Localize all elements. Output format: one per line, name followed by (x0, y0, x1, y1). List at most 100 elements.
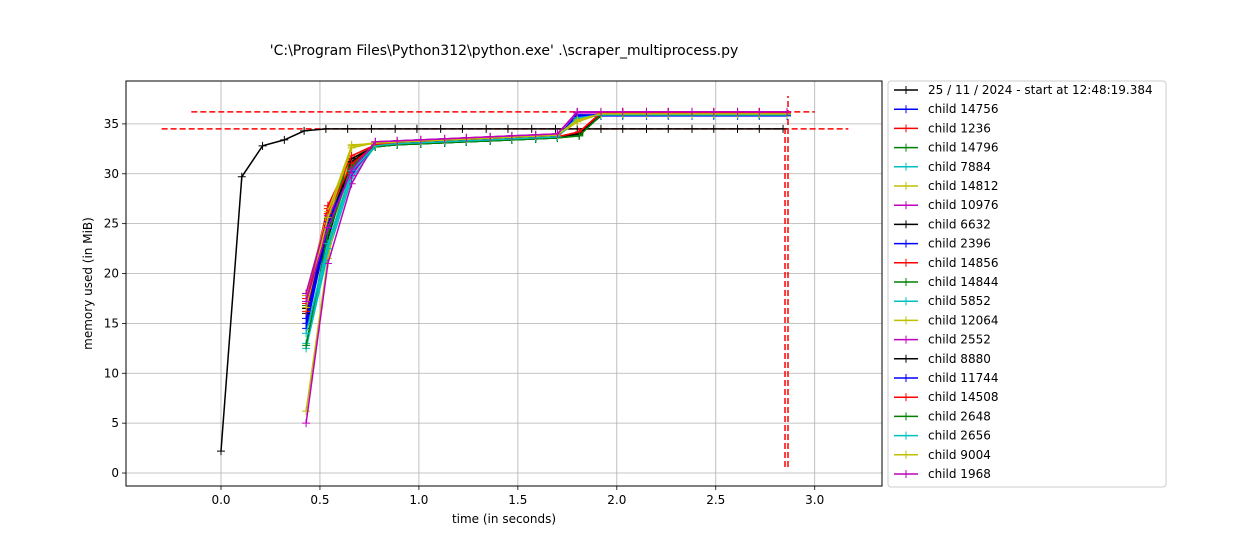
legend-label: child 14856 (928, 256, 998, 270)
x-axis-label: time (in seconds) (452, 512, 556, 526)
legend-item: child 14796 (894, 141, 998, 155)
x-tick-label: 0.0 (211, 493, 230, 507)
data-point (575, 131, 584, 140)
series-line (305, 111, 787, 424)
series-line (305, 114, 787, 334)
x-tick-label: 0.5 (310, 493, 329, 507)
legend-marker (902, 143, 910, 152)
y-axis-ticks: 0 5 10 15 20 25 30 35 (104, 117, 126, 480)
data-point (367, 124, 376, 133)
legend-marker (902, 412, 910, 421)
data-point (323, 223, 332, 232)
legend-item: child 9004 (894, 448, 991, 462)
y-tick-label: 15 (104, 316, 119, 330)
data-point (321, 124, 330, 133)
y-axis-label: memory used (in MiB) (81, 217, 95, 350)
data-point (302, 314, 311, 323)
legend-label: child 14508 (928, 390, 998, 404)
data-point (664, 107, 673, 116)
data-point (416, 135, 425, 144)
legend-marker (902, 258, 910, 267)
y-tick-label: 0 (111, 466, 119, 480)
legend-item: child 14812 (894, 179, 998, 193)
data-point (733, 107, 742, 116)
data-point (280, 135, 289, 144)
grid (126, 81, 882, 486)
data-point (302, 329, 311, 338)
data-point (553, 129, 562, 138)
data-point (393, 136, 402, 145)
data-point (391, 124, 400, 133)
series-layer (216, 107, 792, 456)
legend-item: child 2552 (894, 333, 991, 347)
x-tick-label: 2.5 (706, 493, 725, 507)
legend-marker (902, 393, 910, 402)
legend-label: child 2656 (928, 429, 991, 443)
legend-label: child 14756 (928, 102, 998, 116)
legend-label: child 2648 (928, 409, 991, 423)
data-point (323, 213, 332, 222)
data-point (618, 124, 627, 133)
plot-area-frame (125, 80, 883, 487)
data-point (642, 124, 651, 133)
data-point (551, 124, 560, 133)
data-point (664, 124, 673, 133)
legend-item: child 14856 (894, 256, 998, 270)
legend-item: child 6632 (894, 217, 991, 231)
series-line (305, 114, 787, 344)
y-tick-label: 25 (104, 217, 119, 231)
chart-title: 'C:\Program Files\Python312\python.exe' … (270, 43, 739, 59)
data-point (458, 124, 467, 133)
legend-item: child 2396 (894, 237, 991, 251)
legend-marker (902, 470, 910, 478)
legend-item: child 5852 (894, 294, 991, 308)
legend-label: child 2552 (928, 333, 991, 347)
data-point (709, 107, 718, 116)
legend-item: child 8880 (894, 352, 991, 366)
data-point (618, 107, 627, 116)
legend: 25 / 11 / 2024 - start at 12:48:19.384 ch… (887, 80, 1167, 488)
data-point (300, 126, 309, 135)
legend-item: child 1968 (894, 467, 991, 481)
data-point (573, 107, 582, 116)
series-20 (302, 107, 792, 306)
data-point (412, 124, 421, 133)
data-point (688, 107, 697, 116)
series-line (305, 111, 787, 299)
data-point (755, 107, 764, 116)
legend-label: child 14844 (928, 275, 998, 289)
legend-item: 25 / 11 / 2024 - start at 12:48:19.384 (894, 83, 1153, 97)
legend-item: child 11744 (894, 371, 998, 385)
legend-marker (902, 335, 910, 344)
legend-item: child 12064 (894, 313, 998, 327)
series-line (305, 111, 787, 302)
legend-marker (902, 162, 910, 171)
legend-marker (902, 124, 910, 133)
legend-label: child 5852 (928, 294, 991, 308)
series-5 (302, 109, 792, 416)
legend-item: child 10976 (894, 198, 998, 212)
legend-item: child 14756 (894, 102, 998, 116)
data-point (216, 447, 225, 456)
data-point (507, 131, 516, 140)
y-tick-label: 35 (104, 117, 119, 131)
series-line (305, 114, 787, 349)
legend-item: child 14844 (894, 275, 998, 289)
data-point (531, 130, 540, 139)
data-point (436, 124, 445, 133)
data-point (709, 124, 718, 133)
legend-item: child 2656 (894, 429, 991, 443)
legend-label: child 1968 (928, 467, 991, 481)
data-point (237, 172, 246, 181)
legend-marker (902, 374, 910, 382)
legend-label: 25 / 11 / 2024 - start at 12:48:19.384 (928, 83, 1153, 97)
series-0 (216, 124, 788, 456)
data-point (596, 124, 605, 133)
y-tick-label: 10 (104, 366, 119, 380)
legend-label: child 8880 (928, 352, 991, 366)
legend-item: child 1236 (894, 121, 991, 135)
series-line (220, 128, 783, 452)
data-point (783, 107, 792, 116)
legend-label: child 9004 (928, 448, 991, 462)
